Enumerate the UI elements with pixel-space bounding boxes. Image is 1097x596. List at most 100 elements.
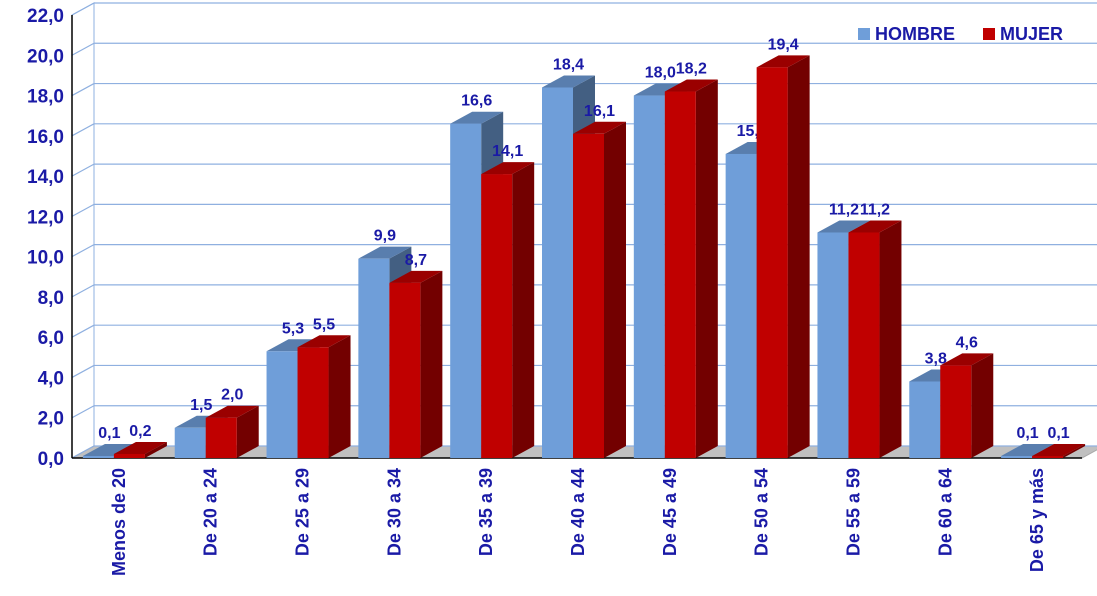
data-label-mujer: 11,2 bbox=[860, 201, 890, 218]
bar-top-hombre bbox=[817, 220, 871, 233]
x-category-label: De 55 a 59 bbox=[843, 468, 863, 556]
data-label-mujer: 2,0 bbox=[221, 387, 243, 404]
bar-top-mujer bbox=[1032, 443, 1086, 456]
bar-top-mujer bbox=[481, 162, 535, 175]
bar-mujer bbox=[756, 67, 788, 458]
x-category-label: De 20 a 24 bbox=[201, 468, 221, 556]
bar-side-mujer bbox=[420, 270, 443, 458]
data-label-hombre: 5,3 bbox=[282, 320, 304, 337]
x-category-label: De 65 y más bbox=[1027, 468, 1047, 572]
bar-side-mujer bbox=[1063, 443, 1086, 458]
bar-mujer bbox=[1032, 455, 1064, 458]
data-label-hombre: 1,5 bbox=[190, 397, 212, 414]
bar-top-mujer bbox=[573, 121, 626, 134]
x-category-label: De 50 a 54 bbox=[752, 468, 772, 556]
y-tick-label: 10,0 bbox=[27, 248, 64, 269]
gridline-side bbox=[71, 405, 95, 419]
x-category-label: De 60 a 64 bbox=[935, 468, 955, 556]
legend-label-hombre: HOMBRE bbox=[875, 24, 955, 44]
bar-mujer bbox=[940, 365, 972, 458]
gridline-side bbox=[71, 203, 95, 217]
bar-side-mujer bbox=[512, 162, 535, 458]
bar-top-hombre bbox=[542, 75, 595, 88]
side-wall bbox=[71, 2, 95, 459]
bar-mujer bbox=[664, 91, 696, 458]
gridline-side bbox=[71, 83, 95, 97]
bar-top-mujer bbox=[205, 405, 259, 418]
gridline-side bbox=[71, 163, 95, 177]
bar-side-mujer bbox=[144, 441, 167, 458]
legend-swatch-hombre bbox=[858, 28, 870, 40]
data-label-mujer: 5,5 bbox=[313, 316, 335, 333]
bar-hombre bbox=[633, 95, 665, 458]
gridline-side bbox=[71, 284, 95, 298]
y-tick-label: 12,0 bbox=[27, 207, 64, 228]
x-category-label: De 25 a 29 bbox=[293, 468, 313, 556]
gridline-side bbox=[71, 2, 95, 16]
bar-hombre bbox=[174, 427, 206, 458]
bar-top-hombre bbox=[633, 83, 687, 96]
bar-side-mujer bbox=[328, 335, 351, 458]
y-tick-label: 6,0 bbox=[38, 328, 64, 349]
data-label-mujer: 14,1 bbox=[492, 143, 523, 160]
bar-hombre bbox=[909, 381, 941, 458]
bar-mujer bbox=[848, 232, 880, 458]
bar-mujer bbox=[113, 453, 145, 458]
bar-top-mujer bbox=[113, 441, 167, 454]
data-label-mujer: 8,7 bbox=[405, 252, 427, 269]
bar-hombre bbox=[266, 351, 298, 458]
bar-top-mujer bbox=[756, 55, 810, 68]
bar-top-mujer bbox=[848, 220, 902, 233]
x-category-label: De 35 a 39 bbox=[476, 468, 496, 556]
y-tick-label: 0,0 bbox=[38, 449, 64, 470]
y-tick-label: 8,0 bbox=[38, 288, 64, 309]
bar-hombre bbox=[1001, 455, 1033, 458]
bar-top-mujer bbox=[297, 335, 351, 348]
x-category-label: De 40 a 44 bbox=[568, 468, 588, 556]
gridline-side bbox=[71, 42, 95, 56]
data-label-mujer: 18,2 bbox=[676, 61, 707, 78]
legend-swatch-mujer bbox=[983, 28, 995, 40]
gridline-side bbox=[71, 123, 95, 137]
bar-hombre bbox=[817, 232, 849, 458]
bar-hombre bbox=[82, 455, 114, 458]
bar-side-mujer bbox=[236, 405, 259, 458]
data-label-mujer: 16,1 bbox=[584, 103, 615, 120]
bar-hombre bbox=[358, 258, 390, 458]
bar-top-hombre bbox=[82, 443, 136, 456]
bar-top-mujer bbox=[940, 353, 994, 366]
bar-top-mujer bbox=[389, 270, 443, 283]
bar-mujer bbox=[389, 282, 421, 458]
x-category-label: De 45 a 49 bbox=[660, 468, 680, 556]
legend-label-mujer: MUJER bbox=[1000, 24, 1063, 44]
data-label-hombre: 18,4 bbox=[553, 56, 584, 73]
data-label-hombre: 0,1 bbox=[98, 425, 120, 442]
data-label-mujer: 19,4 bbox=[768, 36, 799, 53]
y-tick-label: 18,0 bbox=[27, 87, 64, 108]
data-label-hombre: 0,1 bbox=[1016, 425, 1038, 442]
bar-hombre bbox=[450, 123, 482, 459]
bar-mujer bbox=[205, 417, 237, 458]
bar-top-mujer bbox=[664, 79, 718, 92]
data-label-mujer: 4,6 bbox=[956, 334, 978, 351]
bar-hombre bbox=[542, 87, 573, 458]
y-tick-label: 16,0 bbox=[27, 127, 64, 148]
y-tick-label: 4,0 bbox=[38, 368, 64, 389]
x-category-label: Menos de 20 bbox=[109, 468, 129, 576]
x-category-label: De 30 a 34 bbox=[384, 468, 404, 556]
y-tick-label: 2,0 bbox=[38, 409, 64, 430]
y-tick-label: 20,0 bbox=[27, 46, 64, 67]
data-label-hombre: 3,8 bbox=[925, 350, 947, 367]
y-tick-label: 14,0 bbox=[27, 167, 64, 188]
data-label-mujer: 0,1 bbox=[1047, 425, 1069, 442]
bar-side-mujer bbox=[879, 220, 902, 458]
data-label-hombre: 18,0 bbox=[645, 65, 676, 82]
gridline-side bbox=[71, 445, 95, 459]
data-label-hombre: 11,2 bbox=[829, 201, 859, 218]
gridline-side bbox=[71, 364, 95, 378]
bar-side-mujer bbox=[787, 55, 810, 458]
bar-mujer bbox=[481, 174, 513, 458]
y-tick-label: 22,0 bbox=[27, 6, 64, 27]
